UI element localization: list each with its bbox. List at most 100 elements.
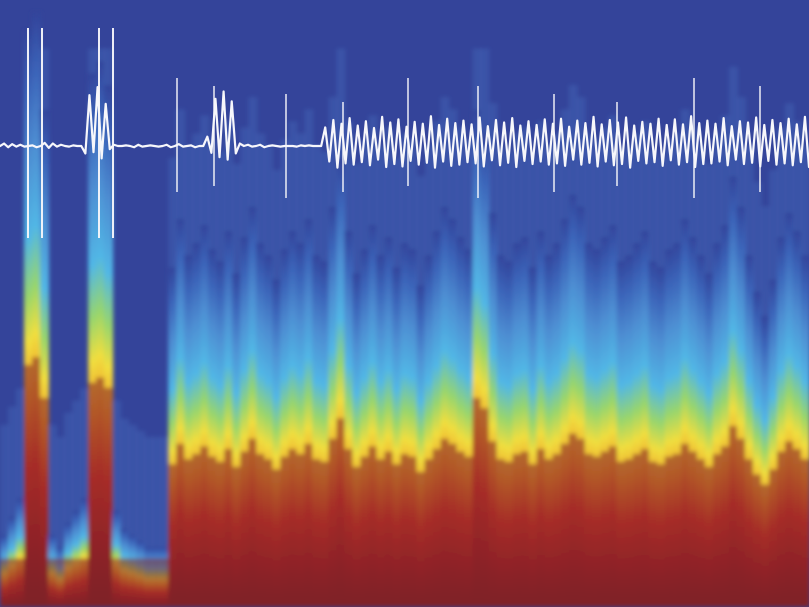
heatmap-column <box>184 254 194 607</box>
heatmap-column-base <box>168 464 178 607</box>
heatmap-column <box>576 206 586 607</box>
heatmap-column-glow <box>48 424 58 607</box>
heatmap-column-glow <box>144 437 154 607</box>
heatmap-column-base <box>120 558 130 607</box>
heatmap-column-base <box>552 454 562 607</box>
heatmap-column <box>232 273 242 607</box>
heatmap-column-base <box>272 469 282 607</box>
heatmap-column-glow <box>64 412 74 607</box>
heatmap-column-base <box>368 446 378 607</box>
heatmap-column-glow <box>136 430 146 607</box>
heatmap-column-base <box>752 474 762 607</box>
heatmap-column-base <box>240 451 250 607</box>
heatmap-column <box>336 157 346 607</box>
heatmap-column-base <box>376 459 386 607</box>
heatmap-column-base <box>112 558 122 607</box>
heatmap-column-base <box>24 364 34 607</box>
heatmap-column <box>592 248 602 607</box>
heatmap-column-glow <box>0 424 10 607</box>
heatmap-column <box>256 242 266 607</box>
heatmap-column-base <box>648 461 658 607</box>
heatmap-column <box>536 230 546 607</box>
heatmap-column-base <box>160 558 170 607</box>
heatmap-column-base <box>136 558 146 607</box>
heatmap-column-glow <box>56 437 66 607</box>
heatmap-column <box>376 254 386 607</box>
heatmap-column <box>728 176 738 607</box>
heatmap-column-base <box>720 446 730 607</box>
heatmap-column-glow <box>8 406 18 607</box>
heatmap-column <box>360 248 370 607</box>
heatmap-column-base <box>528 464 538 607</box>
heatmap-column <box>480 133 490 607</box>
heatmap-column <box>704 273 714 607</box>
heatmap-column <box>776 236 786 607</box>
heatmap-column-base <box>0 558 10 607</box>
heatmap-column-base <box>360 456 370 607</box>
heatmap-column <box>608 224 618 607</box>
heatmap-column <box>800 254 809 607</box>
heatmap-column-glow <box>120 418 130 607</box>
heatmap-column <box>456 236 466 607</box>
heatmap-column-base <box>800 459 809 607</box>
heatmap-column <box>656 267 666 607</box>
heatmap-column-base <box>600 451 610 607</box>
heatmap-column-base <box>200 446 210 607</box>
heatmap-column <box>248 206 258 607</box>
heatmap-column-base <box>16 558 26 607</box>
heatmap-column-base <box>224 448 234 607</box>
heatmap-column-base <box>144 558 154 607</box>
heatmap-column-base <box>304 443 314 607</box>
heatmap-column-base <box>744 459 754 607</box>
heatmap-column <box>440 206 450 607</box>
heatmap-column-glow <box>160 437 170 607</box>
heatmap-column-base <box>400 454 410 607</box>
heatmap-column <box>624 254 634 607</box>
heatmap-column-base <box>432 448 442 607</box>
heatmap-column <box>496 254 506 607</box>
heatmap-column-base <box>560 443 570 607</box>
heatmap-column-base <box>8 558 18 607</box>
heatmap-column-base <box>328 438 338 607</box>
heatmap-column-base <box>192 454 202 607</box>
heatmap-column-base <box>320 461 330 607</box>
heatmap-column <box>80 497 90 607</box>
heatmap-column <box>632 242 642 607</box>
heatmap-column-base <box>336 418 346 607</box>
heatmap-column <box>472 109 482 607</box>
heatmap-column-base <box>216 461 226 607</box>
heatmap-column-base <box>392 464 402 607</box>
heatmap-column <box>32 12 42 607</box>
heatmap-column <box>600 236 610 607</box>
heatmap-column-base <box>440 438 450 607</box>
heatmap-column <box>104 84 114 607</box>
heatmap-column <box>368 224 378 607</box>
heatmap-column <box>208 248 218 607</box>
heatmap-column-glow <box>112 400 122 607</box>
heatmap-column <box>400 242 410 607</box>
heatmap-column <box>648 261 658 607</box>
heatmap-column <box>784 212 794 607</box>
heatmap-column <box>584 242 594 607</box>
heatmap-column-base <box>656 464 666 607</box>
heatmap-column <box>432 230 442 607</box>
heatmap-column <box>512 242 522 607</box>
heatmap-column-base <box>264 459 274 607</box>
heatmap-column-base <box>736 438 746 607</box>
heatmap-column-base <box>768 469 778 607</box>
heatmap-column <box>320 261 330 607</box>
heatmap-column-glow <box>152 437 162 607</box>
heatmap-column-base <box>256 454 266 607</box>
heatmap-column-base <box>544 459 554 607</box>
heatmap-column <box>192 242 202 607</box>
heatmap-column <box>304 218 314 607</box>
heatmap-column-base <box>584 454 594 607</box>
heatmap-column-base <box>536 448 546 607</box>
heatmap-column-base <box>464 456 474 607</box>
heatmap-column <box>736 206 746 607</box>
heatmap-column-base <box>208 456 218 607</box>
heatmap-column <box>792 230 802 607</box>
heatmap-column-base <box>792 448 802 607</box>
heatmap-column-base <box>576 438 586 607</box>
